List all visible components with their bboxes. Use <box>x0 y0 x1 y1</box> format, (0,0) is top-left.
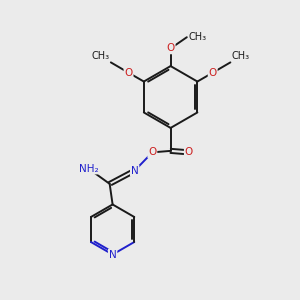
Text: CH₃: CH₃ <box>188 32 206 42</box>
Text: CH₃: CH₃ <box>232 51 250 61</box>
Text: O: O <box>148 147 157 158</box>
Text: O: O <box>167 44 175 53</box>
Text: N: N <box>131 166 139 176</box>
Text: CH₃: CH₃ <box>91 51 110 61</box>
Text: N: N <box>109 250 116 260</box>
Text: O: O <box>124 68 133 78</box>
Text: O: O <box>185 147 193 158</box>
Text: NH₂: NH₂ <box>79 164 98 173</box>
Text: O: O <box>208 68 217 78</box>
